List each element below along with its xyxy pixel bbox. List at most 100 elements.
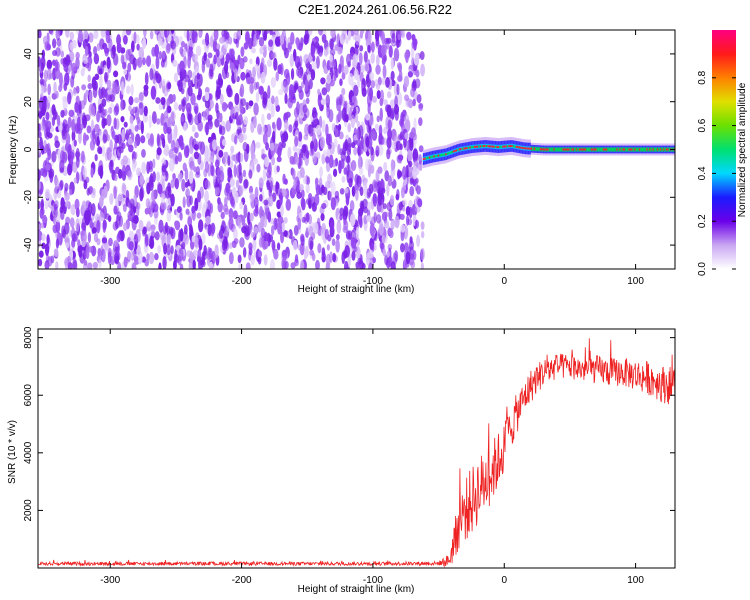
- spectrogram-noise-cell: [227, 88, 233, 98]
- spectrogram-noise-cell: [77, 245, 81, 253]
- signal-core-cell: [559, 148, 561, 151]
- spectrogram-noise-cell: [53, 248, 59, 255]
- signal-core-cell: [518, 146, 521, 149]
- spectrogram-noise-cell: [64, 182, 69, 192]
- spectrogram-noise-cell: [320, 213, 325, 221]
- spectrogram-noise-cell: [355, 189, 359, 202]
- spectrogram-noise-cell: [41, 207, 45, 215]
- spectrogram-noise-cell: [56, 114, 61, 127]
- signal-core-cell: [634, 148, 636, 151]
- spectrogram-noise-cell: [81, 200, 87, 214]
- spectrogram-noise-cell: [113, 106, 119, 116]
- spectrogram-noise-cell: [250, 254, 255, 266]
- spectrogram-noise-cell: [239, 87, 243, 97]
- spectrogram-noise-cell: [412, 250, 417, 261]
- spectrogram-noise-cell: [409, 178, 414, 185]
- signal-core-cell: [569, 148, 572, 151]
- signal-core-cell: [580, 148, 582, 151]
- spectrogram-noise-cell: [301, 198, 306, 211]
- spectrogram-noise-cell: [257, 123, 262, 135]
- spectrogram-noise-cell: [120, 99, 124, 112]
- spectrogram-noise-cell: [374, 123, 379, 131]
- spectrogram-noise-cell: [215, 102, 219, 114]
- spectrogram-noise-cell: [142, 226, 147, 235]
- spectrogram-noise-cell: [410, 87, 415, 98]
- spectrogram-noise-cell: [292, 145, 297, 152]
- spectrogram-noise-cell: [101, 98, 107, 107]
- spectrogram-noise-cell: [94, 123, 100, 133]
- spectrogram-noise-cell: [308, 30, 313, 36]
- spectrogram-noise-cell: [81, 112, 86, 123]
- spectrogram-noise-cell: [191, 125, 196, 133]
- spectrogram-noise-cell: [229, 62, 235, 70]
- spectrogram-noise-cell: [378, 124, 383, 138]
- spectrogram-noise-cell: [405, 205, 411, 216]
- spectrogram-noise-cell: [123, 222, 128, 232]
- spectrogram-noise-cell: [80, 150, 85, 163]
- spectrogram-noise-cell: [46, 234, 50, 245]
- spectrogram-noise-cell: [364, 61, 368, 72]
- spectrogram-noise-cell: [156, 171, 161, 182]
- spectrogram-noise-cell: [38, 258, 43, 267]
- spectrogram-noise-cell: [155, 55, 160, 70]
- spectrogram-noise-cell: [318, 115, 323, 129]
- signal-core-cell: [523, 147, 525, 150]
- signal-core-cell: [547, 148, 549, 151]
- spectrogram-noise-cell: [320, 77, 326, 85]
- spectrogram-noise-cell: [181, 242, 186, 250]
- spectrogram-noise-cell: [91, 105, 96, 116]
- spectrogram-noise-cell: [148, 205, 154, 218]
- spectrogram-noise-cell: [335, 67, 339, 79]
- signal-core-cell: [493, 145, 495, 148]
- spectrogram-noise-cell: [381, 136, 385, 146]
- spectrogram-noise-cell: [198, 73, 203, 87]
- spectrogram-noise-cell: [227, 155, 231, 166]
- spectrogram-noise-cell: [235, 111, 239, 121]
- spectrogram-noise-cell: [165, 186, 170, 199]
- signal-core-cell: [602, 148, 605, 151]
- spectrogram-noise-cell: [279, 62, 284, 76]
- spectrogram-noise-cell: [269, 142, 275, 152]
- spectrogram-noise-cell: [149, 133, 154, 146]
- spectrogram-noise-cell: [235, 152, 240, 162]
- colorbar-tick-label: 0.2: [697, 214, 708, 228]
- spectrogram-noise-cell: [85, 62, 90, 69]
- spectrogram-noise-cell: [321, 87, 328, 96]
- spectrogram-noise-cell: [387, 129, 391, 139]
- spectrogram-noise-cell: [243, 116, 249, 125]
- spectrogram-noise-cell: [102, 133, 107, 144]
- spectrogram-noise-cell: [368, 30, 372, 45]
- signal-core-cell: [550, 148, 552, 151]
- signal-core-cell: [524, 147, 527, 150]
- signal-core-cell: [649, 148, 651, 151]
- spectrogram-noise-cell: [86, 125, 92, 134]
- signal-core-cell: [520, 146, 522, 149]
- spectrogram-noise-cell: [193, 249, 198, 257]
- spectrogram-noise-cell: [214, 118, 220, 128]
- spectrogram-noise-cell: [358, 141, 365, 155]
- spectrogram-noise-cell: [239, 152, 244, 163]
- signal-core-cell: [652, 148, 654, 151]
- spectrogram-noise-cell: [138, 219, 144, 232]
- spectrogram-noise-cell: [146, 220, 151, 228]
- spectrogram-noise-cell: [321, 119, 326, 133]
- spectrogram-noise-cell: [229, 150, 234, 164]
- spectrogram-noise-cell: [103, 89, 108, 99]
- spectrogram-noise-cell: [301, 144, 307, 154]
- spectrogram-noise-cell: [304, 231, 309, 238]
- signal-core-cell: [665, 148, 668, 151]
- spectrogram-noise-cell: [182, 69, 187, 80]
- spectrogram-noise-cell: [197, 153, 202, 165]
- spectrogram-noise-cell: [99, 211, 105, 222]
- spectrogram-noise-cell: [84, 45, 89, 57]
- spectrogram-noise-cell: [73, 177, 77, 184]
- spectrogram-xtick-label: -200: [232, 276, 252, 287]
- spectrogram-noise-cell: [170, 193, 175, 207]
- spectrogram-noise-cell: [266, 170, 272, 179]
- spectrogram-noise-cell: [253, 226, 259, 235]
- spectrogram-noise-cell: [55, 238, 60, 249]
- spectrogram-noise-cell: [298, 183, 304, 191]
- spectrogram-noise-cell: [187, 85, 193, 97]
- spectrogram-noise-cell: [276, 242, 281, 251]
- spectrogram-noise-cell: [387, 243, 393, 251]
